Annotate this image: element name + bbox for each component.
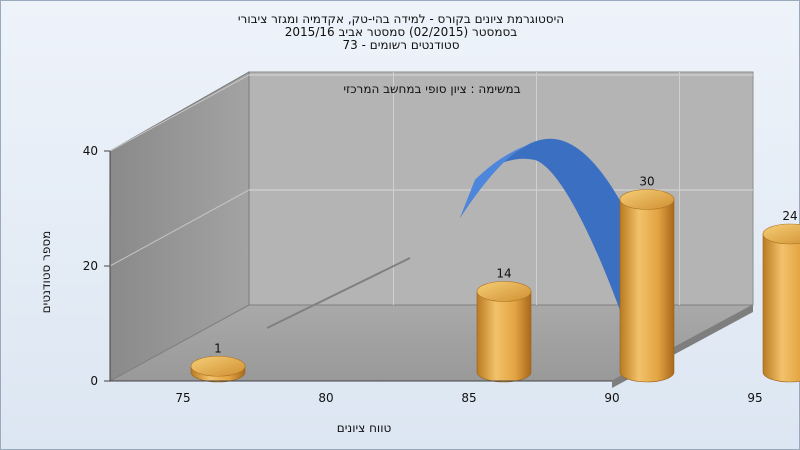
bar-cap (619, 189, 675, 210)
bar-body (762, 233, 800, 383)
chart-annotation: במשימה : ציון סופי במחשב המרכזי (343, 82, 520, 96)
y-axis-label: מספר סטודנטים (39, 231, 53, 314)
bar-75: 1 (190, 341, 246, 383)
chart-bars: 11430242 (190, 175, 800, 383)
grid-line-side (109, 189, 250, 267)
x-tick-label: 85 (461, 391, 476, 405)
chart-title: היסטוגרמת ציונים בקורס - למידה בהי-טק, א… (237, 12, 565, 26)
x-tick-label: 95 (747, 391, 762, 405)
chart-subtitle-semester: בסמסטר (02/2015) סמסטר אביב 2015/16 (284, 25, 518, 39)
bar-value-label: 30 (639, 175, 654, 189)
chart-subtitle-students: סטודנטים רשומים - 73 (342, 38, 460, 52)
y-tick-label: 0 (90, 374, 98, 388)
bar-value-label: 1 (214, 341, 222, 355)
bar-value-label: 14 (496, 267, 511, 281)
bar-85: 14 (476, 267, 532, 383)
curve-shadow-line (266, 257, 411, 329)
bar-value-label: 24 (782, 209, 797, 223)
grid-line-side (109, 74, 250, 152)
bar-95: 24 (762, 209, 800, 383)
bar-90: 30 (619, 175, 675, 383)
x-tick-label: 90 (604, 391, 619, 405)
distribution-ribbon (460, 138, 665, 324)
y-tick-label: 20 (83, 259, 98, 273)
bar-body (476, 291, 532, 383)
bar-cap (190, 355, 246, 377)
bar-cap (476, 281, 532, 302)
chart-axes: 020407580859095100 (83, 144, 763, 405)
chart-distribution-curve (266, 138, 665, 329)
y-tick-label: 40 (83, 144, 98, 158)
x-axis-label: טווח ציונים (337, 421, 392, 435)
bar-body (619, 199, 675, 383)
chart-grid (109, 72, 753, 305)
bar-cap (762, 223, 800, 245)
x-tick-label: 75 (175, 391, 190, 405)
x-tick-label: 80 (318, 391, 333, 405)
